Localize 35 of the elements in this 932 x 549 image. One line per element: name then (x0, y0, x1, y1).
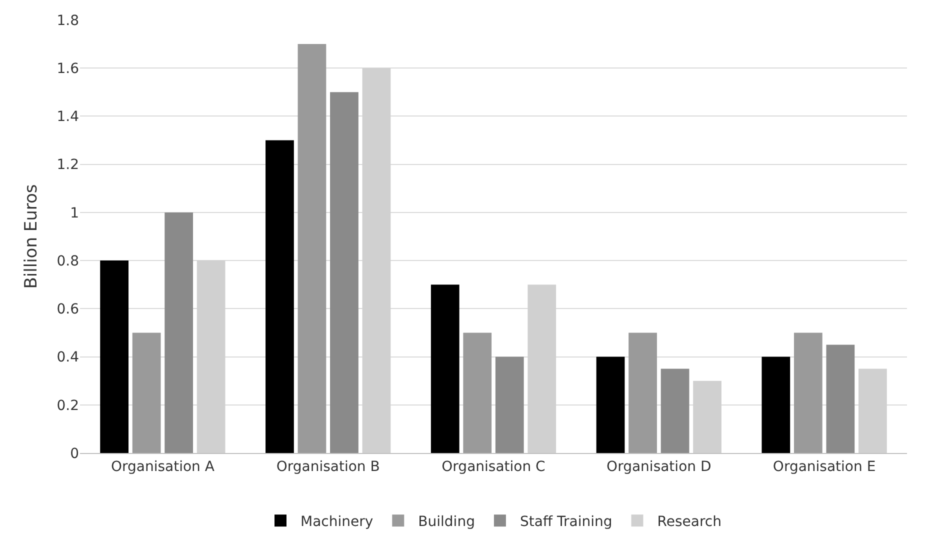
bar (463, 332, 492, 453)
y-tick-label: 1 (70, 205, 79, 222)
bar (794, 332, 822, 453)
bar (430, 284, 460, 453)
x-tick-label: Organisation E (772, 458, 876, 475)
y-tick-label: 0.6 (56, 302, 80, 318)
y-tick-label: 1.2 (56, 157, 79, 174)
legend-label: Building (418, 514, 475, 530)
legend-label: Research (657, 514, 722, 530)
bar (330, 92, 358, 453)
y-tick-label: 1.6 (56, 61, 80, 78)
y-tick-label: 0 (70, 446, 79, 462)
legend-label: Staff Training (520, 514, 612, 530)
bar (298, 44, 326, 453)
bar (596, 356, 625, 453)
bar (762, 356, 790, 453)
bar (164, 212, 194, 453)
bar (628, 332, 657, 453)
y-axis-title: Billion Euros (21, 184, 42, 289)
y-tick-label: 1.4 (56, 109, 80, 126)
y-tick-label: 0.8 (56, 253, 79, 270)
bar (100, 260, 129, 453)
bar (826, 344, 855, 453)
x-tick-label: Organisation C (442, 458, 546, 475)
bar (266, 140, 294, 453)
bar (660, 368, 690, 453)
legend-label: Machinery (300, 514, 374, 530)
y-tick-label: 0.4 (56, 350, 80, 366)
bar (495, 356, 524, 453)
bar (132, 332, 161, 453)
x-tick-label: Organisation B (276, 458, 380, 475)
x-tick-label: Organisation A (110, 458, 215, 475)
y-tick-label: 1.8 (56, 12, 79, 29)
y-tick-label: 0.2 (56, 398, 79, 414)
x-tick-label: Organisation D (606, 458, 712, 475)
